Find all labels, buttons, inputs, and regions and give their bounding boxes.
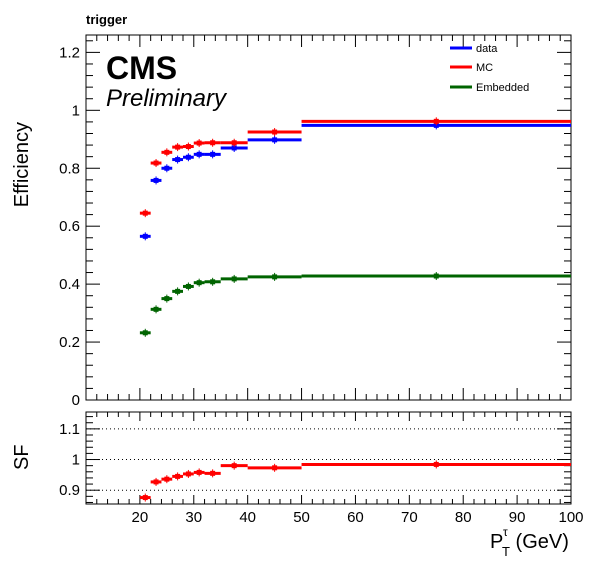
x-tick-label: 80 [455,509,472,526]
series-embedded [139,272,571,337]
efficiency-y-tick-label: 1.2 [59,44,80,61]
sf-series [139,460,571,502]
sf-y-tick-label: 0.9 [59,482,80,499]
sf-y-tick-labels: 0.9 1 1.1 [59,421,80,499]
sf-y-tick-label: 1.1 [59,421,80,438]
x-axis-title-subscript: T [502,544,510,559]
sf-y-tick-label: 1 [72,452,80,469]
x-axis-title-main: P [490,531,503,553]
efficiency-y-tick-label: 0 [72,392,80,409]
status-label: Preliminary [106,85,228,112]
x-tick-label: 30 [185,509,202,526]
efficiency-y-axis-title: Efficiency [11,122,33,207]
lower-panel-frame [85,411,572,505]
lower-axis-ticks [86,412,572,504]
efficiency-y-tick-label: 0.2 [59,334,80,351]
efficiency-y-tick-label: 1 [72,102,80,119]
legend-label-mc: MC [476,62,493,74]
x-axis-title-unit: (GeV) [510,531,569,553]
sf-gridlines [86,428,571,491]
series-mc [139,117,571,218]
x-tick-label: 20 [132,509,149,526]
efficiency-y-tick-label: 0.6 [59,218,80,235]
corner-label: trigger [86,12,127,27]
x-tick-labels: 20 30 40 50 60 70 80 90 100 [132,509,584,526]
sf-series-sf [139,460,571,502]
efficiency-series [139,117,571,337]
sf-y-axis-title: SF [11,444,33,470]
x-tick-label: 50 [293,509,310,526]
x-tick-label: 70 [401,509,418,526]
upper-panel-frame [85,34,572,401]
x-axis-title-superscript: τ [503,525,508,539]
efficiency-y-tick-label: 0.4 [59,276,80,293]
efficiency-y-tick-labels: 0 0.2 0.4 0.6 0.8 1 1.2 [59,44,80,409]
x-tick-label: 40 [239,509,256,526]
experiment-label: CMS [106,50,177,86]
x-axis-title: P T τ (GeV) [490,525,569,559]
legend: data MC Embedded [450,43,529,94]
efficiency-y-tick-label: 0.8 [59,160,80,177]
series-data [139,121,571,241]
upper-axis-ticks [86,35,572,401]
legend-label-embedded: Embedded [476,82,529,94]
x-tick-label: 90 [509,509,526,526]
x-tick-label: 60 [347,509,364,526]
legend-label-data: data [476,43,498,55]
x-tick-label: 100 [558,509,583,526]
